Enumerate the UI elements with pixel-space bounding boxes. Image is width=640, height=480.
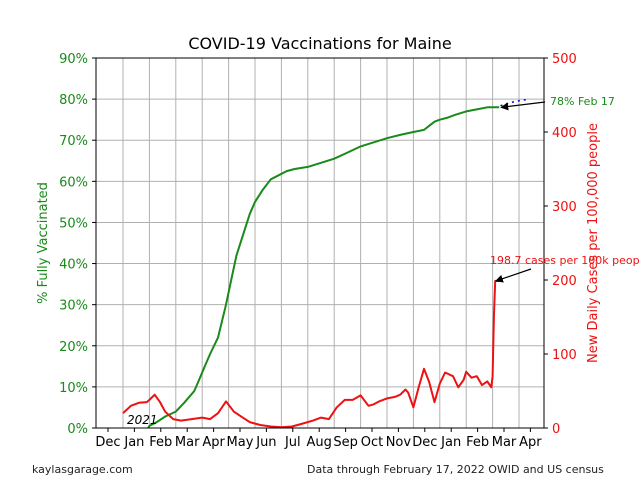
left-axis: 0% 10% 20% 30% 40% 50% 60% 70% 80% 90%: [59, 52, 96, 437]
left-axis-label: % Fully Vaccinated: [36, 182, 51, 304]
x-tick-label: Apr: [519, 435, 542, 450]
cases-annotation-label: 198.7 cases per 100k people: [490, 254, 640, 267]
left-tick-label: 30%: [59, 299, 88, 314]
plot-frame: [95, 57, 545, 429]
cases-line: [122, 280, 500, 429]
footer-note: Data through February 17, 2022 OWID and …: [307, 463, 604, 476]
left-tick-label: 90%: [59, 52, 88, 67]
right-axis: 0 100 200 300 400 500: [544, 52, 577, 437]
right-tick-label: 400: [552, 126, 577, 141]
right-tick-label: 0: [552, 422, 560, 437]
right-tick-label: 500: [552, 52, 577, 67]
vaccinated-annotation-arrow: [500, 101, 546, 111]
x-tick-label: Sep: [333, 435, 358, 450]
footer-source: kaylasgarage.com: [32, 463, 133, 476]
x-tick-label: Oct: [361, 435, 383, 450]
x-tick-label: Jan: [440, 435, 461, 450]
vaccinated-line: [147, 106, 500, 429]
left-tick-label: 20%: [59, 340, 88, 355]
left-tick-label: 60%: [59, 175, 88, 190]
chart-title: COVID-19 Vaccinations for Maine: [188, 34, 451, 53]
x-tick-label: Jul: [284, 435, 301, 450]
x-tick-label: Mar: [175, 435, 200, 450]
series-layer: [122, 98, 530, 429]
left-tick-label: 0%: [67, 422, 88, 437]
x-tick-label: Nov: [386, 435, 412, 450]
right-tick-label: 100: [552, 348, 577, 363]
year-label: 2021: [127, 413, 158, 427]
x-tick-label: Aug: [307, 435, 332, 450]
left-tick-label: 50%: [59, 216, 88, 231]
annotations: 78% Feb 17 198.7 cases per 100k people: [490, 95, 640, 283]
cases-annotation-arrow: [494, 268, 532, 283]
left-tick-label: 10%: [59, 381, 88, 396]
right-axis-label: New Daily Cases per 100,000 people: [586, 123, 601, 363]
x-tick-label: Dec: [412, 435, 437, 450]
grid-lines: [96, 57, 544, 429]
x-axis: Dec Jan Feb Mar Apr May Jun Jul Aug Sep Oct Nov Dec J…: [95, 428, 542, 450]
left-tick-label: 70%: [59, 134, 88, 149]
vaccinated-annotation-label: 78% Feb 17: [550, 95, 615, 108]
left-tick-label: 80%: [59, 93, 88, 108]
right-tick-label: 200: [552, 274, 577, 289]
x-tick-label: Jun: [255, 435, 276, 450]
left-tick-label: 40%: [59, 258, 88, 273]
x-tick-label: Feb: [466, 435, 489, 450]
x-tick-label: Jan: [123, 435, 144, 450]
x-tick-label: Mar: [492, 435, 517, 450]
x-tick-label: Dec: [95, 435, 120, 450]
x-tick-label: May: [227, 435, 254, 450]
right-tick-label: 300: [552, 200, 577, 215]
x-tick-label: Feb: [149, 435, 172, 450]
x-tick-label: Apr: [202, 435, 225, 450]
